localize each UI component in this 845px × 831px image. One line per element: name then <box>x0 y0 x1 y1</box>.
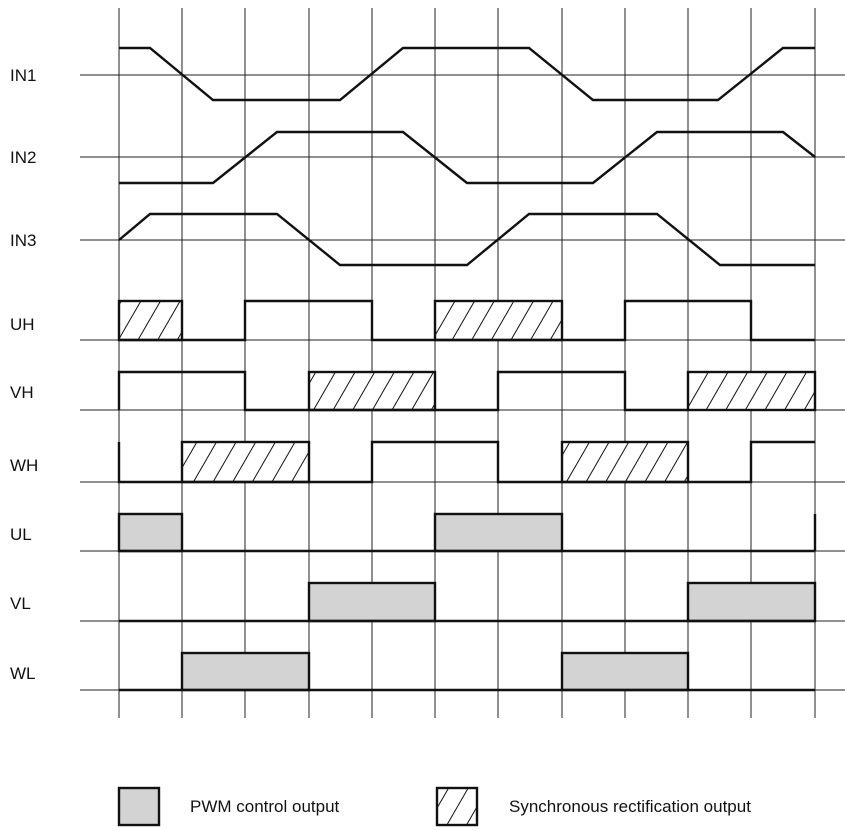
ul-pwm-segment <box>117 512 184 553</box>
high-side-waveforms <box>117 299 817 484</box>
in1-waveform <box>119 46 815 102</box>
wh-sync-segment <box>560 440 690 484</box>
label-wh: WH <box>10 456 38 475</box>
uh-sync-segment <box>117 299 184 342</box>
ul-pwm-segment <box>433 512 564 553</box>
label-wl: WL <box>10 664 36 683</box>
in3-waveform <box>118 212 815 267</box>
vl-pwm-segment <box>686 581 817 623</box>
legend-sync-swatch <box>435 786 479 827</box>
vh-waveform <box>117 370 688 412</box>
wl-pwm-segment <box>180 651 311 692</box>
legend: PWM control output Synchronous rectifica… <box>117 786 751 827</box>
label-in3: IN3 <box>10 231 36 250</box>
uh-sync-segment <box>433 299 564 342</box>
legend-sync-label: Synchronous rectification output <box>509 797 751 816</box>
signal-labels: IN1 IN2 IN3 UH VH WH UL VL WL <box>10 66 38 683</box>
hall-input-waveforms <box>118 46 816 267</box>
label-vh: VH <box>10 383 34 402</box>
vh-sync-segment <box>686 370 817 412</box>
low-side-waveforms <box>117 512 817 692</box>
label-uh: UH <box>10 315 35 334</box>
legend-pwm-swatch <box>117 786 161 827</box>
uh-waveform <box>119 299 815 342</box>
vh-sync-segment <box>307 370 437 412</box>
vl-pwm-segment <box>307 581 437 623</box>
wh-sync-segment <box>180 440 311 484</box>
label-in1: IN1 <box>10 66 36 85</box>
in2-waveform <box>119 130 816 185</box>
label-vl: VL <box>10 594 31 613</box>
legend-pwm-label: PWM control output <box>190 797 340 816</box>
wl-pwm-segment <box>560 651 690 692</box>
label-ul: UL <box>10 525 32 544</box>
wh-waveform <box>117 440 815 484</box>
label-in2: IN2 <box>10 148 36 167</box>
